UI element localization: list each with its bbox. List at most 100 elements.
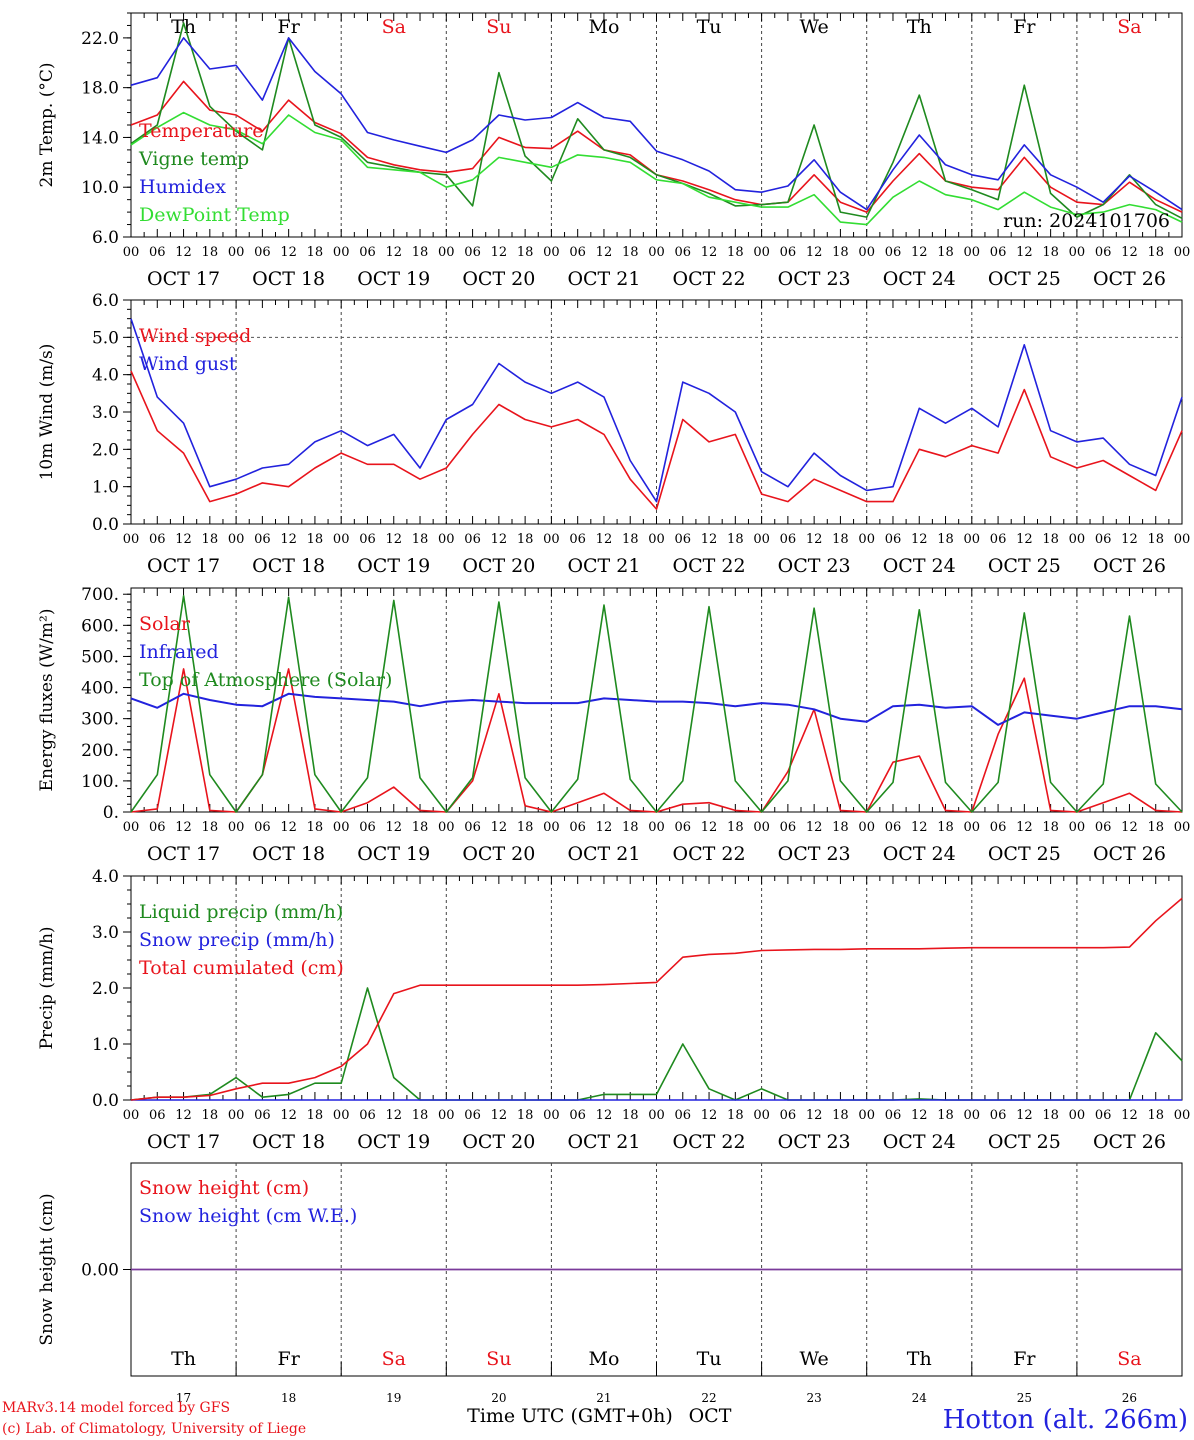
y-tick-label: 0.0 — [92, 515, 119, 535]
hour-tick-label: 18 — [1042, 1108, 1059, 1123]
hour-tick-label: 00 — [1174, 1108, 1191, 1123]
hour-tick-label: 12 — [701, 532, 718, 547]
legend-entry: Snow height (cm) — [139, 1177, 309, 1199]
hour-tick-label: 18 — [412, 820, 429, 835]
hour-tick-label: 00 — [543, 1108, 560, 1123]
legend-entry: Liquid precip (mm/h) — [139, 901, 343, 923]
credit-line-2: (c) Lab. of Climatology, University of L… — [2, 1421, 306, 1437]
hour-tick-label: 00 — [543, 820, 560, 835]
hour-tick-label: 12 — [280, 532, 297, 547]
hour-tick-label: 18 — [412, 245, 429, 260]
day-number-label: 18 — [281, 1391, 296, 1405]
hour-tick-label: 06 — [885, 245, 902, 260]
legend-entry: DewPoint Temp — [139, 204, 290, 226]
hour-tick-label: 06 — [990, 532, 1007, 547]
panel-precip: 0.0 1.0 2.0 3.0 4.0 Precip (mm/h) 00 06 12 18 00 06… — [37, 867, 1190, 1153]
hour-tick-label: 06 — [254, 1108, 271, 1123]
y-axis-label: 10m Wind (m/s) — [37, 344, 57, 481]
date-label: OCT 17 — [147, 555, 220, 577]
hour-tick-label: 00 — [964, 532, 981, 547]
date-label: OCT 21 — [567, 268, 640, 290]
hour-tick-label: 12 — [385, 245, 402, 260]
day-name-label: Th — [907, 16, 932, 38]
hour-tick-label: 06 — [149, 245, 166, 260]
date-label: OCT 23 — [778, 555, 851, 577]
hour-tick-label: 18 — [202, 532, 219, 547]
y-tick-label: 2.0 — [92, 440, 119, 460]
y-tick-label: 5.0 — [92, 328, 119, 348]
hour-tick-label: 00 — [753, 1108, 770, 1123]
date-label: OCT 17 — [147, 268, 220, 290]
hour-tick-label: 12 — [175, 245, 192, 260]
hour-tick-label: 06 — [569, 820, 586, 835]
hour-tick-label: 12 — [596, 245, 613, 260]
hour-tick-label: 18 — [307, 532, 324, 547]
hour-tick-label: 00 — [438, 1108, 455, 1123]
y-tick-label: 1.0 — [92, 1035, 119, 1055]
y-tick-label: 2.0 — [92, 979, 119, 999]
hour-tick-label: 12 — [596, 820, 613, 835]
hour-tick-label: 06 — [1095, 1108, 1112, 1123]
date-label: OCT 24 — [883, 268, 956, 290]
hour-tick-label: 00 — [123, 245, 140, 260]
date-label: OCT 23 — [778, 843, 851, 865]
y-tick-label: 6.0 — [92, 291, 119, 311]
hour-tick-label: 00 — [228, 820, 245, 835]
panel-energy: 0. 100. 200. 300. 400. 500. 600. 700. Energy flu… — [37, 585, 1190, 865]
legend-entry: Vigne temp — [138, 148, 249, 170]
hour-tick-label: 00 — [964, 1108, 981, 1123]
series-line-total-cumulated-cm- — [130, 897, 1183, 1101]
date-label: OCT 23 — [778, 1131, 851, 1153]
hour-tick-label: 12 — [175, 820, 192, 835]
hour-tick-label: 00 — [1174, 820, 1191, 835]
y-tick-label: 300. — [81, 710, 119, 730]
date-label: OCT 19 — [357, 843, 430, 865]
day-number-label: 21 — [596, 1391, 611, 1405]
y-tick-label: 200. — [81, 741, 119, 761]
y-tick-label: 22.0 — [81, 29, 119, 49]
hour-tick-label: 06 — [885, 1108, 902, 1123]
hour-tick-label: 06 — [990, 820, 1007, 835]
hour-tick-label: 12 — [1016, 245, 1033, 260]
day-number-label: 23 — [807, 1391, 822, 1405]
hour-tick-label: 18 — [307, 1108, 324, 1123]
hour-tick-label: 00 — [858, 532, 875, 547]
hour-tick-label: 18 — [832, 532, 849, 547]
date-label: OCT 20 — [462, 268, 535, 290]
hour-tick-label: 18 — [832, 820, 849, 835]
hour-tick-label: 00 — [1069, 245, 1086, 260]
hour-tick-label: 12 — [911, 245, 928, 260]
hour-tick-label: 12 — [280, 1108, 297, 1123]
hour-tick-label: 06 — [780, 532, 797, 547]
hour-tick-label: 06 — [675, 245, 692, 260]
date-label: OCT 20 — [462, 555, 535, 577]
hour-tick-label: 06 — [569, 245, 586, 260]
hour-tick-label: 00 — [753, 245, 770, 260]
hour-tick-label: 12 — [596, 1108, 613, 1123]
day-name-label: Fr — [1013, 1348, 1036, 1370]
day-name-label: Fr — [278, 16, 301, 38]
hour-tick-label: 18 — [727, 245, 744, 260]
hour-tick-label: 00 — [753, 820, 770, 835]
y-axis-label: Snow height (cm) — [37, 1193, 57, 1345]
date-label: OCT 25 — [988, 268, 1061, 290]
y-axis-label: Energy fluxes (W/m²) — [37, 609, 57, 792]
panel-temp: 6.0 10.0 14.0 18.0 22.0 2m Temp. (°C) 00 06 12 18… — [37, 12, 1190, 290]
hour-tick-label: 00 — [333, 1108, 350, 1123]
hour-tick-label: 12 — [491, 245, 508, 260]
hour-tick-label: 18 — [1147, 532, 1164, 547]
legend-entry: Wind speed — [139, 325, 251, 347]
hour-tick-label: 06 — [885, 532, 902, 547]
hour-tick-label: 12 — [806, 245, 823, 260]
panel-wind: 0.0 1.0 2.0 3.0 4.0 5.0 6.0 10m Wind (m/s) 00 06 1… — [37, 291, 1190, 577]
hour-tick-label: 12 — [1121, 820, 1138, 835]
date-label: OCT 26 — [1093, 1131, 1166, 1153]
day-name-label: Th — [171, 1348, 196, 1370]
y-tick-label: 4.0 — [92, 867, 119, 887]
y-tick-label: 18.0 — [81, 79, 119, 99]
y-tick-label: 500. — [81, 647, 119, 667]
y-tick-label: 3.0 — [92, 403, 119, 423]
legend-entry: Snow precip (mm/h) — [139, 929, 335, 951]
hour-tick-label: 18 — [202, 1108, 219, 1123]
